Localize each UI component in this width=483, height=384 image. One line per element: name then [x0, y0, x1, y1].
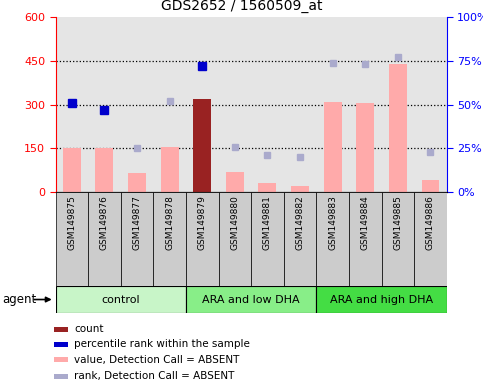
Bar: [316, 192, 349, 286]
Bar: [54, 342, 68, 347]
Bar: [96, 148, 114, 192]
Bar: [186, 192, 218, 286]
Bar: [63, 148, 81, 192]
Bar: [389, 64, 407, 192]
Text: GSM149880: GSM149880: [230, 195, 240, 250]
Bar: [284, 17, 316, 192]
Bar: [258, 183, 276, 192]
Bar: [291, 186, 309, 192]
Bar: [193, 99, 211, 192]
Text: GDS2652 / 1560509_at: GDS2652 / 1560509_at: [161, 0, 322, 13]
Bar: [56, 286, 186, 313]
Text: GSM149882: GSM149882: [296, 195, 305, 250]
Text: GSM149884: GSM149884: [361, 195, 370, 250]
Bar: [251, 17, 284, 192]
Text: GSM149877: GSM149877: [132, 195, 142, 250]
Bar: [154, 17, 186, 192]
Text: agent: agent: [2, 293, 37, 306]
Text: percentile rank within the sample: percentile rank within the sample: [74, 339, 250, 349]
Bar: [88, 192, 121, 286]
Text: GSM149883: GSM149883: [328, 195, 337, 250]
Bar: [414, 17, 447, 192]
Bar: [54, 374, 68, 379]
Text: GSM149875: GSM149875: [67, 195, 76, 250]
Bar: [121, 192, 154, 286]
Bar: [226, 172, 244, 192]
Text: GSM149876: GSM149876: [100, 195, 109, 250]
Text: GSM149886: GSM149886: [426, 195, 435, 250]
Text: ARA and high DHA: ARA and high DHA: [330, 295, 433, 305]
Text: GSM149881: GSM149881: [263, 195, 272, 250]
Bar: [128, 173, 146, 192]
Bar: [284, 192, 316, 286]
Bar: [316, 286, 447, 313]
Bar: [154, 192, 186, 286]
Text: GSM149885: GSM149885: [393, 195, 402, 250]
Bar: [349, 17, 382, 192]
Bar: [186, 286, 316, 313]
Text: rank, Detection Call = ABSENT: rank, Detection Call = ABSENT: [74, 371, 234, 381]
Bar: [219, 17, 251, 192]
Bar: [54, 357, 68, 362]
Bar: [219, 192, 251, 286]
Text: count: count: [74, 324, 103, 334]
Bar: [382, 192, 414, 286]
Text: ARA and low DHA: ARA and low DHA: [202, 295, 300, 305]
Bar: [56, 17, 88, 192]
Bar: [251, 192, 284, 286]
Bar: [356, 103, 374, 192]
Bar: [316, 17, 349, 192]
Text: control: control: [101, 295, 140, 305]
Text: GSM149879: GSM149879: [198, 195, 207, 250]
Bar: [324, 102, 341, 192]
Bar: [422, 180, 440, 192]
Bar: [121, 17, 154, 192]
Bar: [349, 192, 382, 286]
Text: GSM149878: GSM149878: [165, 195, 174, 250]
Bar: [161, 147, 179, 192]
Bar: [382, 17, 414, 192]
Text: value, Detection Call = ABSENT: value, Detection Call = ABSENT: [74, 355, 239, 365]
Bar: [54, 326, 68, 332]
Bar: [186, 17, 218, 192]
Bar: [88, 17, 121, 192]
Bar: [56, 192, 88, 286]
Bar: [414, 192, 447, 286]
